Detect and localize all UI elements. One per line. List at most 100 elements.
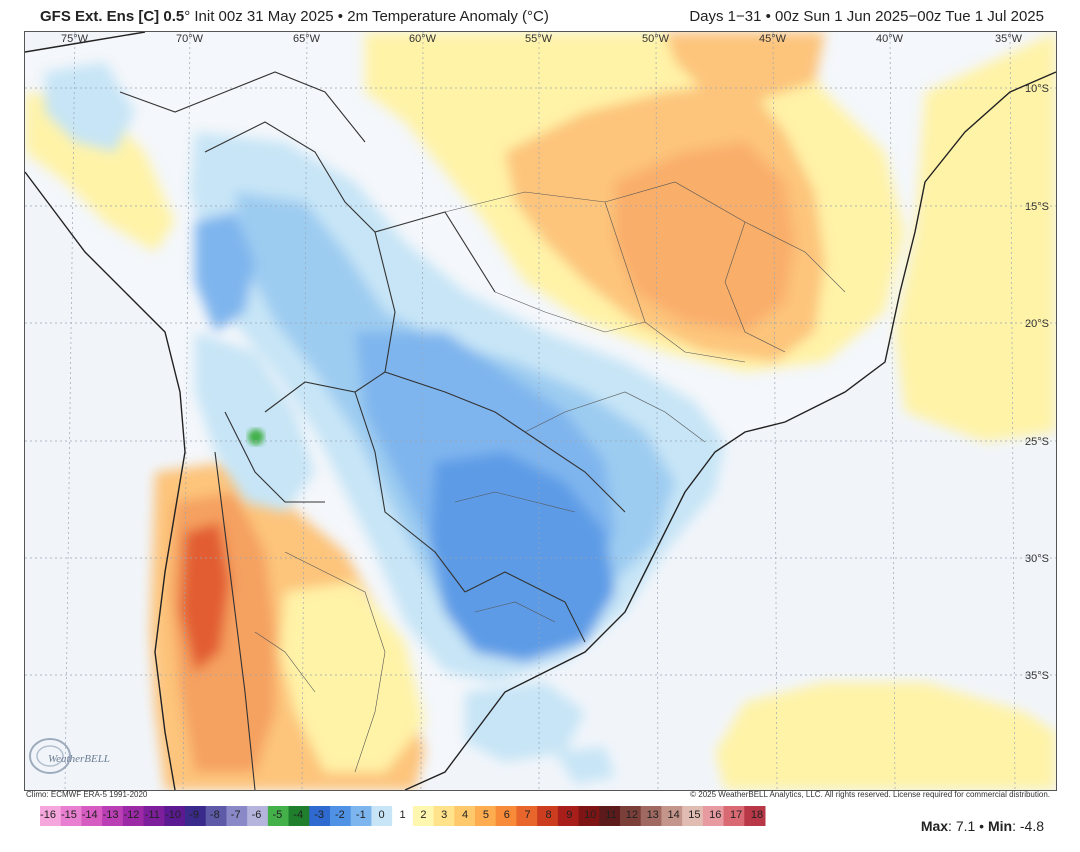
- color-swatch: [516, 806, 538, 826]
- color-scale-label: 17: [729, 809, 743, 821]
- color-scale-bar: [40, 806, 766, 826]
- color-scale-label: 6: [503, 809, 510, 821]
- color-swatch: [682, 806, 704, 826]
- color-scale-label: -13: [102, 809, 119, 821]
- lon-label-70w: 70°W: [176, 33, 204, 45]
- cold-south-offshore: [555, 747, 615, 784]
- color-scale-label: 0: [378, 809, 385, 821]
- color-swatch: [495, 806, 517, 826]
- lat-label-25s: 25°S: [1025, 436, 1049, 448]
- color-swatch: [557, 806, 580, 826]
- color-swatch: [288, 806, 310, 826]
- map-panel[interactable]: 75°W 70°W 65°W 60°W 55°W 50°W 45°W 40°W …: [24, 31, 1057, 791]
- color-swatch: [122, 806, 145, 826]
- color-swatch: [723, 806, 745, 826]
- color-swatch: [81, 806, 103, 826]
- warm-atlantic: [895, 32, 1056, 442]
- model-name: GFS Ext. Ens [C] 0.5: [40, 8, 185, 25]
- color-scale-label: -2: [335, 809, 345, 821]
- stats-separator: •: [975, 818, 988, 834]
- max-value: : 7.1: [948, 818, 976, 834]
- color-swatch: [185, 806, 207, 826]
- color-swatch: [475, 806, 497, 826]
- color-swatch: [330, 806, 352, 826]
- color-scale-label: -9: [189, 809, 199, 821]
- warm-strong-brazil: [615, 142, 795, 332]
- color-scale-label: -15: [60, 809, 77, 821]
- latitude-labels: 10°S 15°S 20°S 25°S 30°S 35°S: [1025, 83, 1049, 682]
- warm-north-coast: [665, 32, 825, 102]
- cold-andes-south: [195, 332, 315, 512]
- lat-label-30s: 30°S: [1025, 553, 1049, 565]
- lon-label-35w: 35°W: [995, 33, 1023, 45]
- warm-andes-north: [25, 92, 175, 252]
- color-scale-label: 10: [584, 809, 597, 821]
- cold-coast-peru: [45, 62, 135, 152]
- color-swatch: [267, 806, 290, 826]
- color-swatch: [371, 806, 393, 826]
- color-scale-label: -1: [355, 809, 366, 821]
- color-scale-label: -3: [314, 809, 324, 821]
- lat-label-35s: 35°S: [1025, 670, 1049, 682]
- max-label: Max: [920, 818, 949, 834]
- lon-label-40w: 40°W: [876, 33, 904, 45]
- color-swatch: [350, 806, 372, 826]
- lat-label-10s: 10°S: [1025, 83, 1049, 95]
- state-borders: [254, 181, 846, 773]
- degree-sign: °: [184, 8, 191, 25]
- anomaly-map: 75°W 70°W 65°W 60°W 55°W 50°W 45°W 40°W …: [25, 32, 1056, 790]
- warm-chile-hot: [180, 522, 230, 672]
- color-swatch: [60, 806, 82, 826]
- color-scale-label: 15: [688, 809, 701, 821]
- map-title: GFS Ext. Ens [C] 0.5° Init 00z 31 May 20…: [40, 8, 549, 25]
- color-scale-label: -7: [230, 809, 241, 821]
- title-separator: •: [333, 8, 348, 25]
- lon-label-75w: 75°W: [61, 33, 89, 45]
- copyright-notice: © 2025 WeatherBELL Analytics, LLC. All r…: [690, 790, 1050, 799]
- color-scale-label: 16: [709, 809, 722, 821]
- color-swatch: [578, 806, 600, 826]
- min-label: Min: [987, 818, 1013, 834]
- color-swatch: [392, 806, 414, 826]
- lon-label-55w: 55°W: [525, 33, 553, 45]
- color-swatch: [164, 806, 186, 826]
- color-swatch: [537, 806, 559, 826]
- color-swatch: [433, 806, 455, 826]
- color-scale-label: 4: [462, 809, 469, 821]
- coastline: [25, 32, 1056, 790]
- color-swatch: [143, 806, 165, 826]
- color-swatch: [309, 806, 331, 826]
- strong-cold-spot: [248, 429, 264, 445]
- color-swatch: [640, 806, 662, 826]
- lon-label-65w: 65°W: [293, 33, 321, 45]
- graticule: [25, 32, 1056, 790]
- color-scale-label: -5: [272, 809, 283, 821]
- valid-period: Days 1−31 • 00z Sun 1 Jun 2025−00z Tue 1…: [689, 8, 1044, 25]
- color-scale-label: 1: [399, 809, 406, 821]
- color-scale-label: -8: [209, 809, 220, 821]
- color-swatch: [412, 806, 435, 826]
- color-swatch: [247, 806, 269, 826]
- climatology-note: Climo: ECMWF ERA-5 1991-2020: [26, 790, 148, 799]
- init-time: Init 00z 31 May 2025: [190, 8, 334, 25]
- color-swatch: [599, 806, 621, 826]
- cold-south-coast: [465, 682, 585, 762]
- color-scale-label: 11: [605, 809, 617, 821]
- color-scale-label: 12: [625, 809, 639, 821]
- color-scale-label: -4: [293, 809, 304, 821]
- color-swatch: [620, 806, 642, 826]
- color-scale-label: 18: [750, 809, 764, 821]
- lat-label-20s: 20°S: [1025, 318, 1049, 330]
- color-scale-label: 3: [441, 809, 448, 821]
- lon-label-50w: 50°W: [642, 33, 670, 45]
- color-scale-label: -11: [144, 809, 160, 821]
- weatherbell-logo: WeatherBELL: [29, 738, 110, 774]
- color-swatch: [205, 806, 227, 826]
- color-scale-label: 2: [420, 809, 427, 821]
- cold-andes-north: [195, 212, 255, 332]
- color-scale-label: 5: [482, 809, 489, 821]
- color-swatch: [702, 806, 725, 826]
- color-scale-label: 13: [646, 809, 659, 821]
- color-scale-label: -10: [165, 809, 182, 821]
